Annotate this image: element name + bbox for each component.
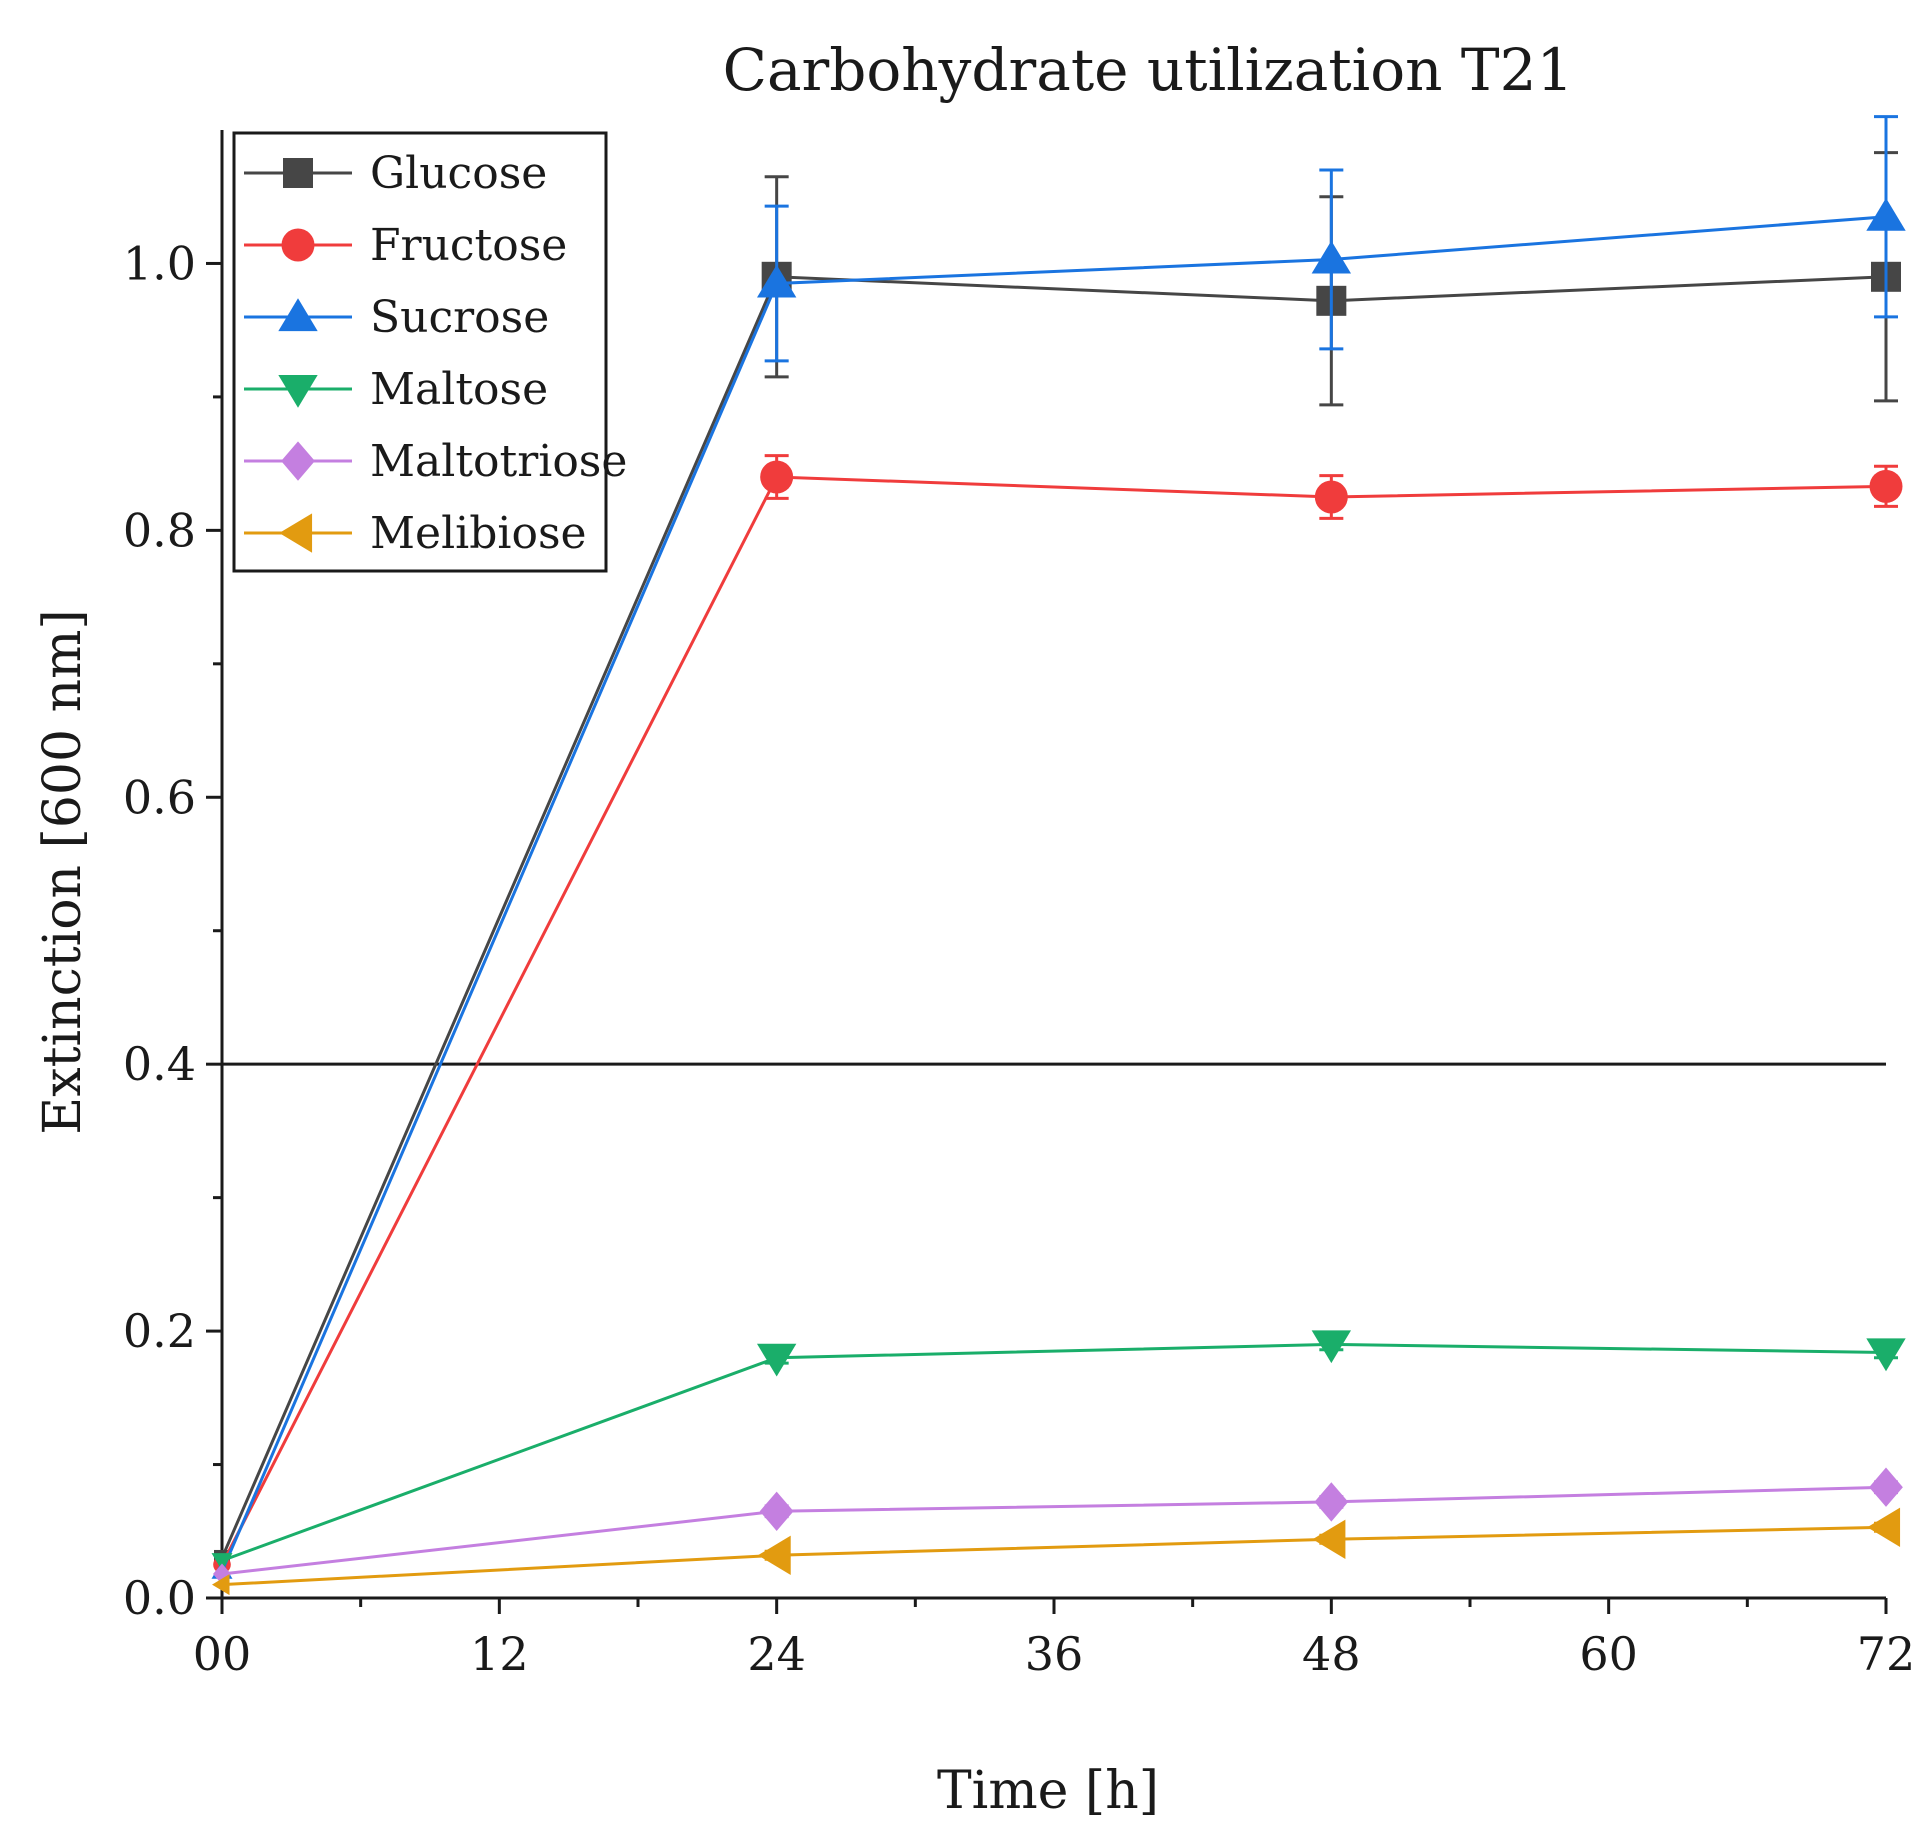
legend-label-maltotriose: Maltotriose <box>370 436 627 487</box>
series-line-glucose <box>220 275 1887 1559</box>
y-tick-label: 1.0 <box>123 236 196 290</box>
series-sucrose <box>211 115 1906 1579</box>
legend-item-maltotriose: Maltotriose <box>244 436 627 487</box>
legend-marker-maltotriose <box>281 441 315 481</box>
legend-label-glucose: Glucose <box>370 148 547 199</box>
series-maltotriose <box>213 1467 1903 1585</box>
x-tick-label: 48 <box>1302 1627 1361 1681</box>
y-tick-label: 0.0 <box>123 1571 196 1625</box>
data-point-fructose <box>1869 469 1903 503</box>
legend-marker-glucose <box>283 158 313 188</box>
legend-box <box>232 131 608 573</box>
data-point-maltose <box>756 1343 797 1377</box>
legend-item-fructose: Fructose <box>244 220 567 271</box>
series-line-melibiose <box>221 1525 1887 1587</box>
data-point-fructose <box>760 460 794 494</box>
data-point-sucrose <box>1311 240 1352 274</box>
legend-marker-fructose <box>281 228 315 262</box>
legend-item-melibiose: Melibiose <box>244 508 587 559</box>
legend-item-glucose: Glucose <box>244 148 547 199</box>
legend-label-fructose: Fructose <box>370 220 567 271</box>
y-axis-label: Extinction [600 nm] <box>33 609 93 1134</box>
legend-marker-maltose <box>278 374 318 408</box>
y-tick-label: 0.2 <box>123 1304 196 1358</box>
data-point-maltose <box>1311 1330 1352 1364</box>
data-point-sucrose <box>1866 197 1906 231</box>
legend-marker-melibiose <box>279 513 313 553</box>
x-tick-label: 72 <box>1857 1627 1916 1681</box>
y-tick-label: 0.6 <box>123 770 196 824</box>
data-point-fructose <box>1314 480 1348 514</box>
plot-area: 0.0 0.2 0.4 0.6 0.8 1.0 00 12 24 36 48 60 72 <box>123 115 1916 1681</box>
series-fructose <box>213 454 1903 1574</box>
data-point-melibiose <box>1867 1507 1901 1547</box>
legend: Glucose Fructose Sucrose Maltose Maltotriose… <box>232 131 627 573</box>
series-line-maltotriose <box>221 1485 1887 1576</box>
legend-item-sucrose: Sucrose <box>244 292 549 343</box>
series-maltose <box>211 1330 1906 1571</box>
x-tick-label: 60 <box>1579 1627 1638 1681</box>
x-tick-label: 24 <box>747 1627 806 1681</box>
legend-label-maltose: Maltose <box>370 364 548 415</box>
series-melibiose <box>212 1507 1901 1596</box>
data-point-maltotriose <box>1869 1467 1903 1507</box>
data-point-melibiose <box>212 1574 230 1596</box>
data-point-maltotriose <box>1314 1482 1349 1522</box>
legend-marker-sucrose <box>278 298 318 332</box>
x-axis-label: Time [h] <box>937 1761 1159 1821</box>
chart-title: Carbohydrate utilization T21 <box>723 36 1574 104</box>
x-tick-label: 00 <box>193 1627 252 1681</box>
series-line-maltose <box>221 1342 1887 1563</box>
series-line-sucrose <box>220 215 1887 1572</box>
data-point-maltotriose <box>759 1491 794 1531</box>
y-tick-label: 0.4 <box>123 1037 196 1091</box>
x-tick-label: 12 <box>470 1627 529 1681</box>
data-point-maltose <box>1866 1338 1906 1372</box>
legend-label-sucrose: Sucrose <box>370 292 549 343</box>
x-tick-label: 36 <box>1025 1627 1084 1681</box>
data-point-maltose <box>211 1553 233 1571</box>
data-point-melibiose <box>757 1535 791 1575</box>
legend-label-melibiose: Melibiose <box>370 508 587 559</box>
data-point-sucrose <box>756 264 797 298</box>
y-tick-label: 0.8 <box>123 503 196 557</box>
legend-item-maltose: Maltose <box>244 364 548 415</box>
data-point-melibiose <box>1312 1519 1346 1559</box>
series-line-fructose <box>220 475 1887 1566</box>
